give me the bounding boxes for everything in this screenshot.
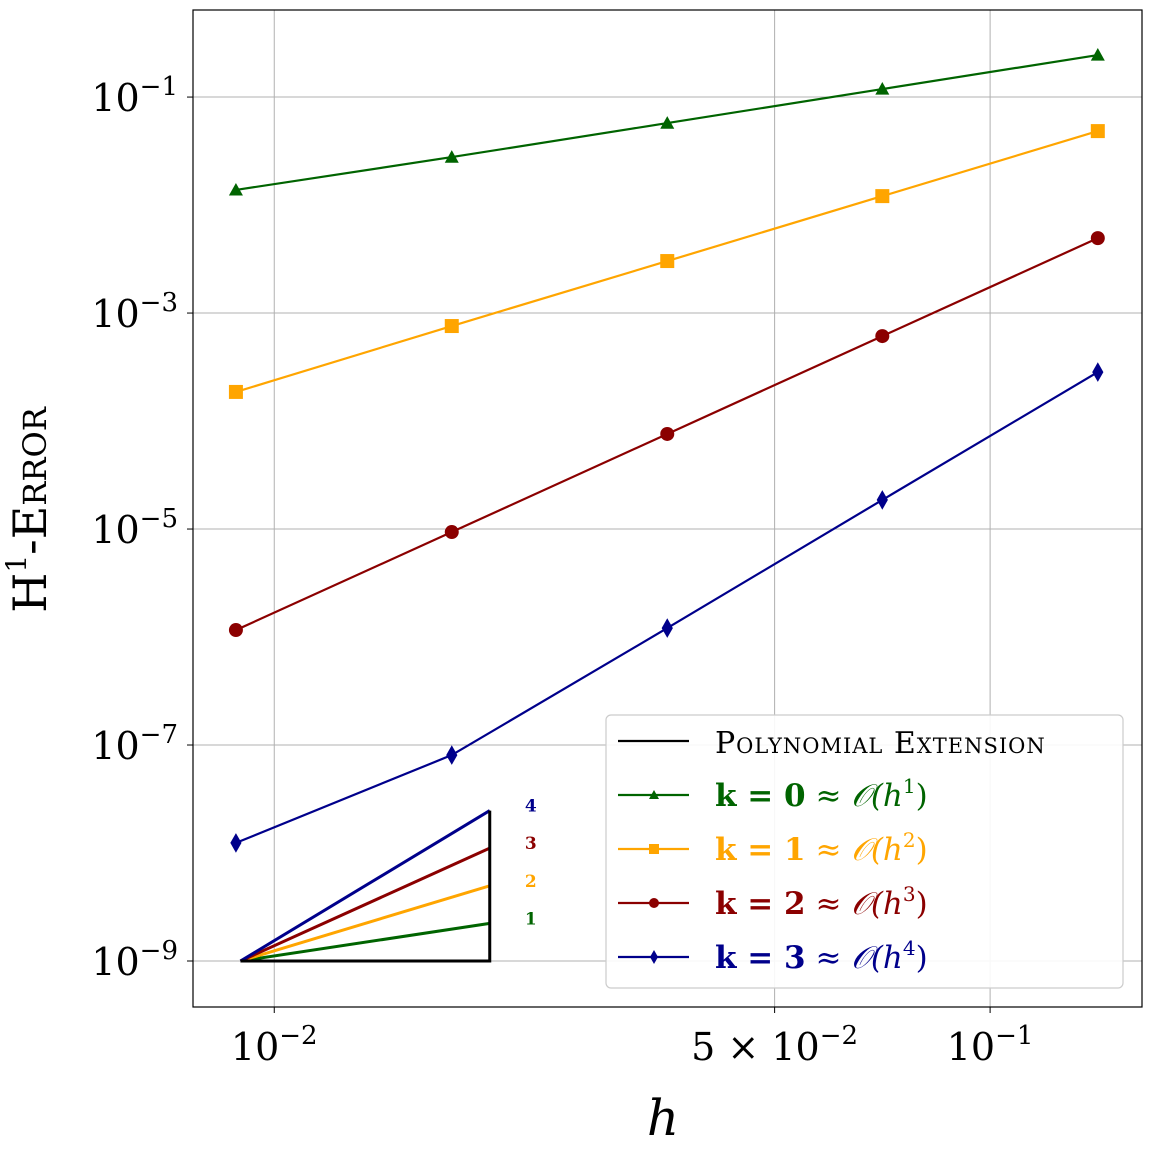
slope-line <box>239 846 491 963</box>
y-tick-label: 10−5 <box>91 504 178 552</box>
slope-line <box>239 809 491 963</box>
square-marker <box>649 844 659 854</box>
legend-label: k = 3 ≈ 𝒪(h4) <box>715 936 928 976</box>
plot-frame <box>192 9 1143 1008</box>
circle-marker <box>875 329 890 344</box>
legend-label: k = 0 ≈ 𝒪(h1) <box>715 774 928 814</box>
circle-marker <box>649 898 659 908</box>
circle-marker <box>1090 231 1105 246</box>
x-tick-label: 5 × 10−2 <box>691 1021 858 1069</box>
legend-label: Polynomial Extension <box>715 726 1046 761</box>
slope-line <box>240 884 491 963</box>
series-k1 <box>228 124 1105 399</box>
slope-triangle: 1 2 3 4 <box>239 797 537 963</box>
triangle-marker <box>649 790 659 799</box>
triangle-marker <box>660 116 675 129</box>
diamond-marker <box>650 950 658 964</box>
slope-label: 4 <box>525 797 537 817</box>
tick-labels: 10−2 5 × 10−2 10−1 10−1 10−3 10−5 10−7 10−9 <box>91 72 1033 1069</box>
series-k3 <box>230 362 1104 853</box>
legend-label: k = 2 ≈ 𝒪(h3) <box>715 882 928 922</box>
slope-label: 2 <box>525 872 537 892</box>
circle-marker <box>228 623 243 638</box>
circle-marker <box>444 525 459 540</box>
y-tick-label: 10−3 <box>91 288 178 336</box>
series-group <box>228 48 1105 853</box>
square-marker <box>875 189 890 204</box>
slope-line <box>240 921 490 963</box>
y-tick-label: 10−1 <box>91 72 178 120</box>
legend: Polynomial Extension k = 0 ≈ 𝒪(h1) k = 1 ≈… <box>605 714 1124 989</box>
series-k0 <box>228 48 1105 196</box>
x-tick-label: 10−1 <box>947 1021 1034 1069</box>
y-tick-label: 10−9 <box>91 936 178 984</box>
triangle-marker <box>444 150 459 163</box>
triangle-marker <box>1090 48 1105 61</box>
y-tick-label: 10−7 <box>91 720 178 768</box>
legend-label: k = 1 ≈ 𝒪(h2) <box>715 828 928 868</box>
legend-box <box>605 714 1124 989</box>
y-axis-label: H1-Error <box>0 406 57 612</box>
diamond-marker <box>661 618 673 638</box>
series-k2 <box>228 231 1105 638</box>
diamond-marker <box>1092 362 1104 382</box>
triangle-marker <box>228 182 243 196</box>
x-axis-label: h <box>647 1089 679 1147</box>
x-tick-label: 10−2 <box>231 1021 318 1069</box>
diamond-marker <box>446 745 458 765</box>
triangle-legs <box>240 810 492 963</box>
square-marker <box>444 319 459 334</box>
circle-marker <box>660 426 675 441</box>
slope-label: 3 <box>525 834 537 854</box>
square-marker <box>1090 124 1105 139</box>
diamond-marker <box>876 490 888 510</box>
square-marker <box>228 384 243 399</box>
diamond-marker <box>230 833 242 853</box>
slope-label: 1 <box>525 909 537 929</box>
triangle-marker <box>875 82 890 95</box>
square-marker <box>660 254 675 269</box>
